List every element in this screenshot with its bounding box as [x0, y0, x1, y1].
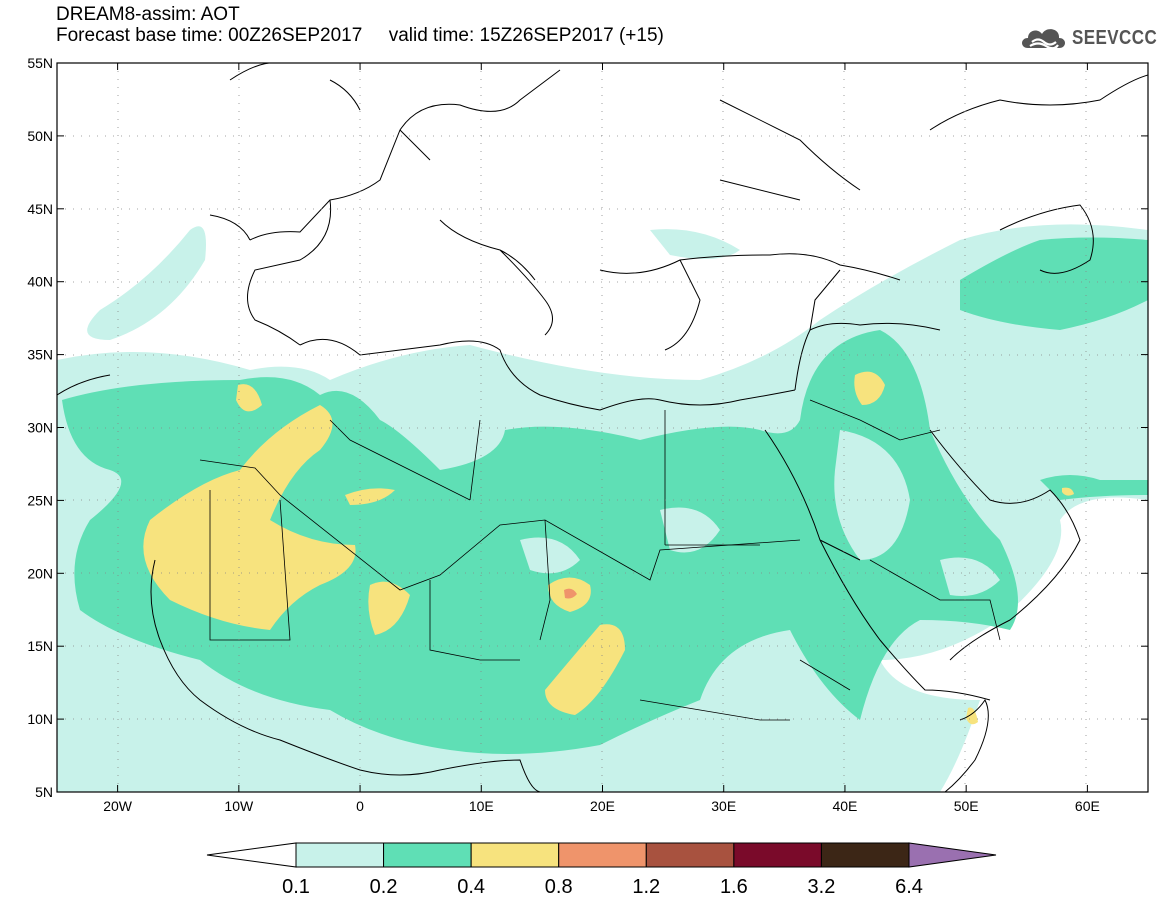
lon-label: 20E: [590, 798, 615, 814]
colorbar-level-label: 6.4: [895, 876, 923, 898]
seevccc-logo: SEEVCCC: [1018, 22, 1165, 54]
lat-label: 15N: [27, 638, 53, 654]
lat-label: 40N: [27, 274, 53, 290]
axis-ticks: [57, 62, 1148, 793]
lat-label: 20N: [27, 565, 53, 581]
lat-label: 30N: [27, 420, 53, 436]
colorbar-level-label: 3.2: [808, 876, 836, 898]
forecast-time-line: Forecast base time: 00Z26SEP2017 valid t…: [56, 25, 664, 47]
lon-label: 20W: [103, 798, 133, 814]
lat-label: 55N: [27, 55, 53, 71]
colorbar: 0.1 0.2 0.4 0.8 1.2 1.6 3.2 6.4: [206, 842, 997, 898]
lon-label: 50E: [954, 798, 979, 814]
longitude-labels: 20W 10W 0 10E 20E 30E 40E 50E 60E: [103, 798, 1100, 814]
cloud-icon: [1022, 29, 1065, 50]
base-time: Forecast base time: 00Z26SEP2017: [56, 25, 363, 46]
colorbar-swatch: [820, 842, 910, 868]
colorbar-swatch: [733, 842, 822, 868]
colorbar-swatch: [558, 842, 647, 868]
colorbar-level-label: 0.1: [282, 876, 310, 898]
map-title: DREAM8-assim: AOT: [56, 4, 240, 25]
colorbar-level-label: 0.4: [457, 876, 485, 898]
aot-level-0.4: [143, 371, 1074, 725]
colorbar-swatch: [470, 842, 560, 868]
colorbar-level-label: 1.2: [632, 876, 660, 898]
lon-label: 0: [356, 798, 364, 814]
lon-label: 40E: [832, 798, 857, 814]
colorbar-swatch: [383, 842, 472, 868]
lat-label: 50N: [27, 128, 53, 144]
colorbar-swatch: [295, 842, 385, 868]
lon-label: 10E: [469, 798, 494, 814]
colorbar-swatch: [645, 842, 735, 868]
logo-text: SEEVCCC: [1072, 26, 1158, 49]
lon-label: 60E: [1075, 798, 1100, 814]
aot-level-0.8: [564, 588, 577, 599]
colorbar-under-arrow: [206, 842, 297, 868]
lat-label: 25N: [27, 492, 53, 508]
latitude-labels: 5N 10N 15N 20N 25N 30N 35N 40N 45N 50N 55N: [27, 55, 53, 800]
lat-label: 35N: [27, 347, 53, 363]
aot-level-0.1-holes: [520, 430, 1000, 596]
lon-label: 30E: [711, 798, 736, 814]
valid-time: valid time: 15Z26SEP2017 (+15): [388, 25, 664, 46]
lat-label: 5N: [35, 784, 53, 800]
colorbar-level-label: 0.2: [370, 876, 398, 898]
colorbar-level-label: 0.8: [545, 876, 573, 898]
lat-label: 10N: [27, 711, 53, 727]
colorbar-level-label: 1.6: [720, 876, 748, 898]
lat-label: 45N: [27, 201, 53, 217]
colorbar-over-arrow: [908, 842, 997, 868]
lon-label: 10W: [224, 798, 254, 814]
coastlines: [57, 63, 1148, 792]
aot-field: [57, 224, 1148, 792]
